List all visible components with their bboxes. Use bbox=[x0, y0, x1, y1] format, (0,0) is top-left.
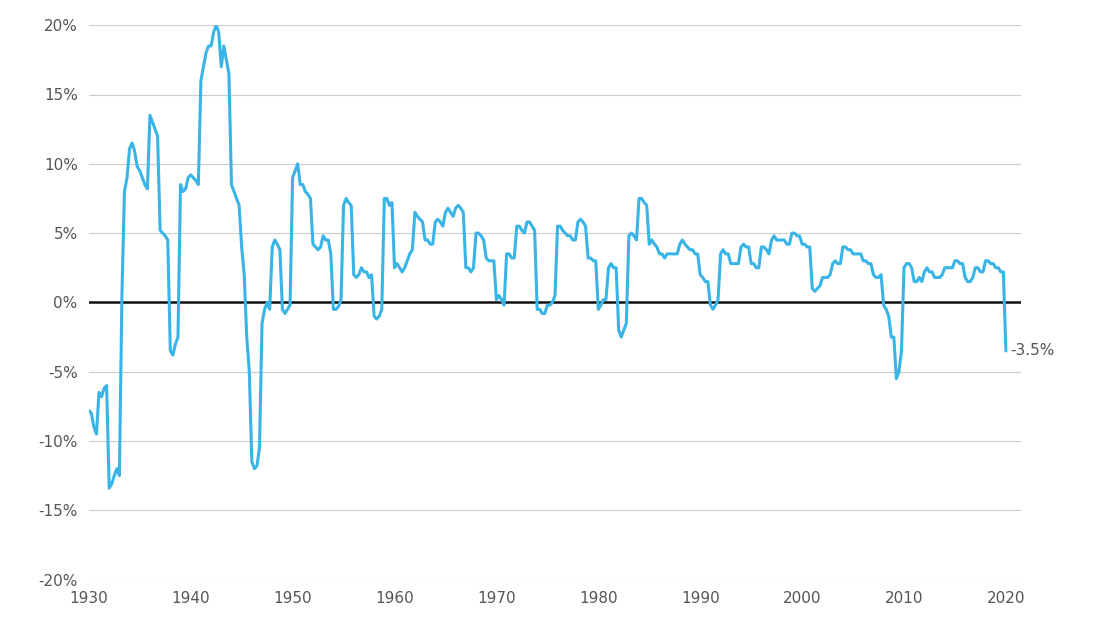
Text: -3.5%: -3.5% bbox=[1010, 343, 1054, 358]
